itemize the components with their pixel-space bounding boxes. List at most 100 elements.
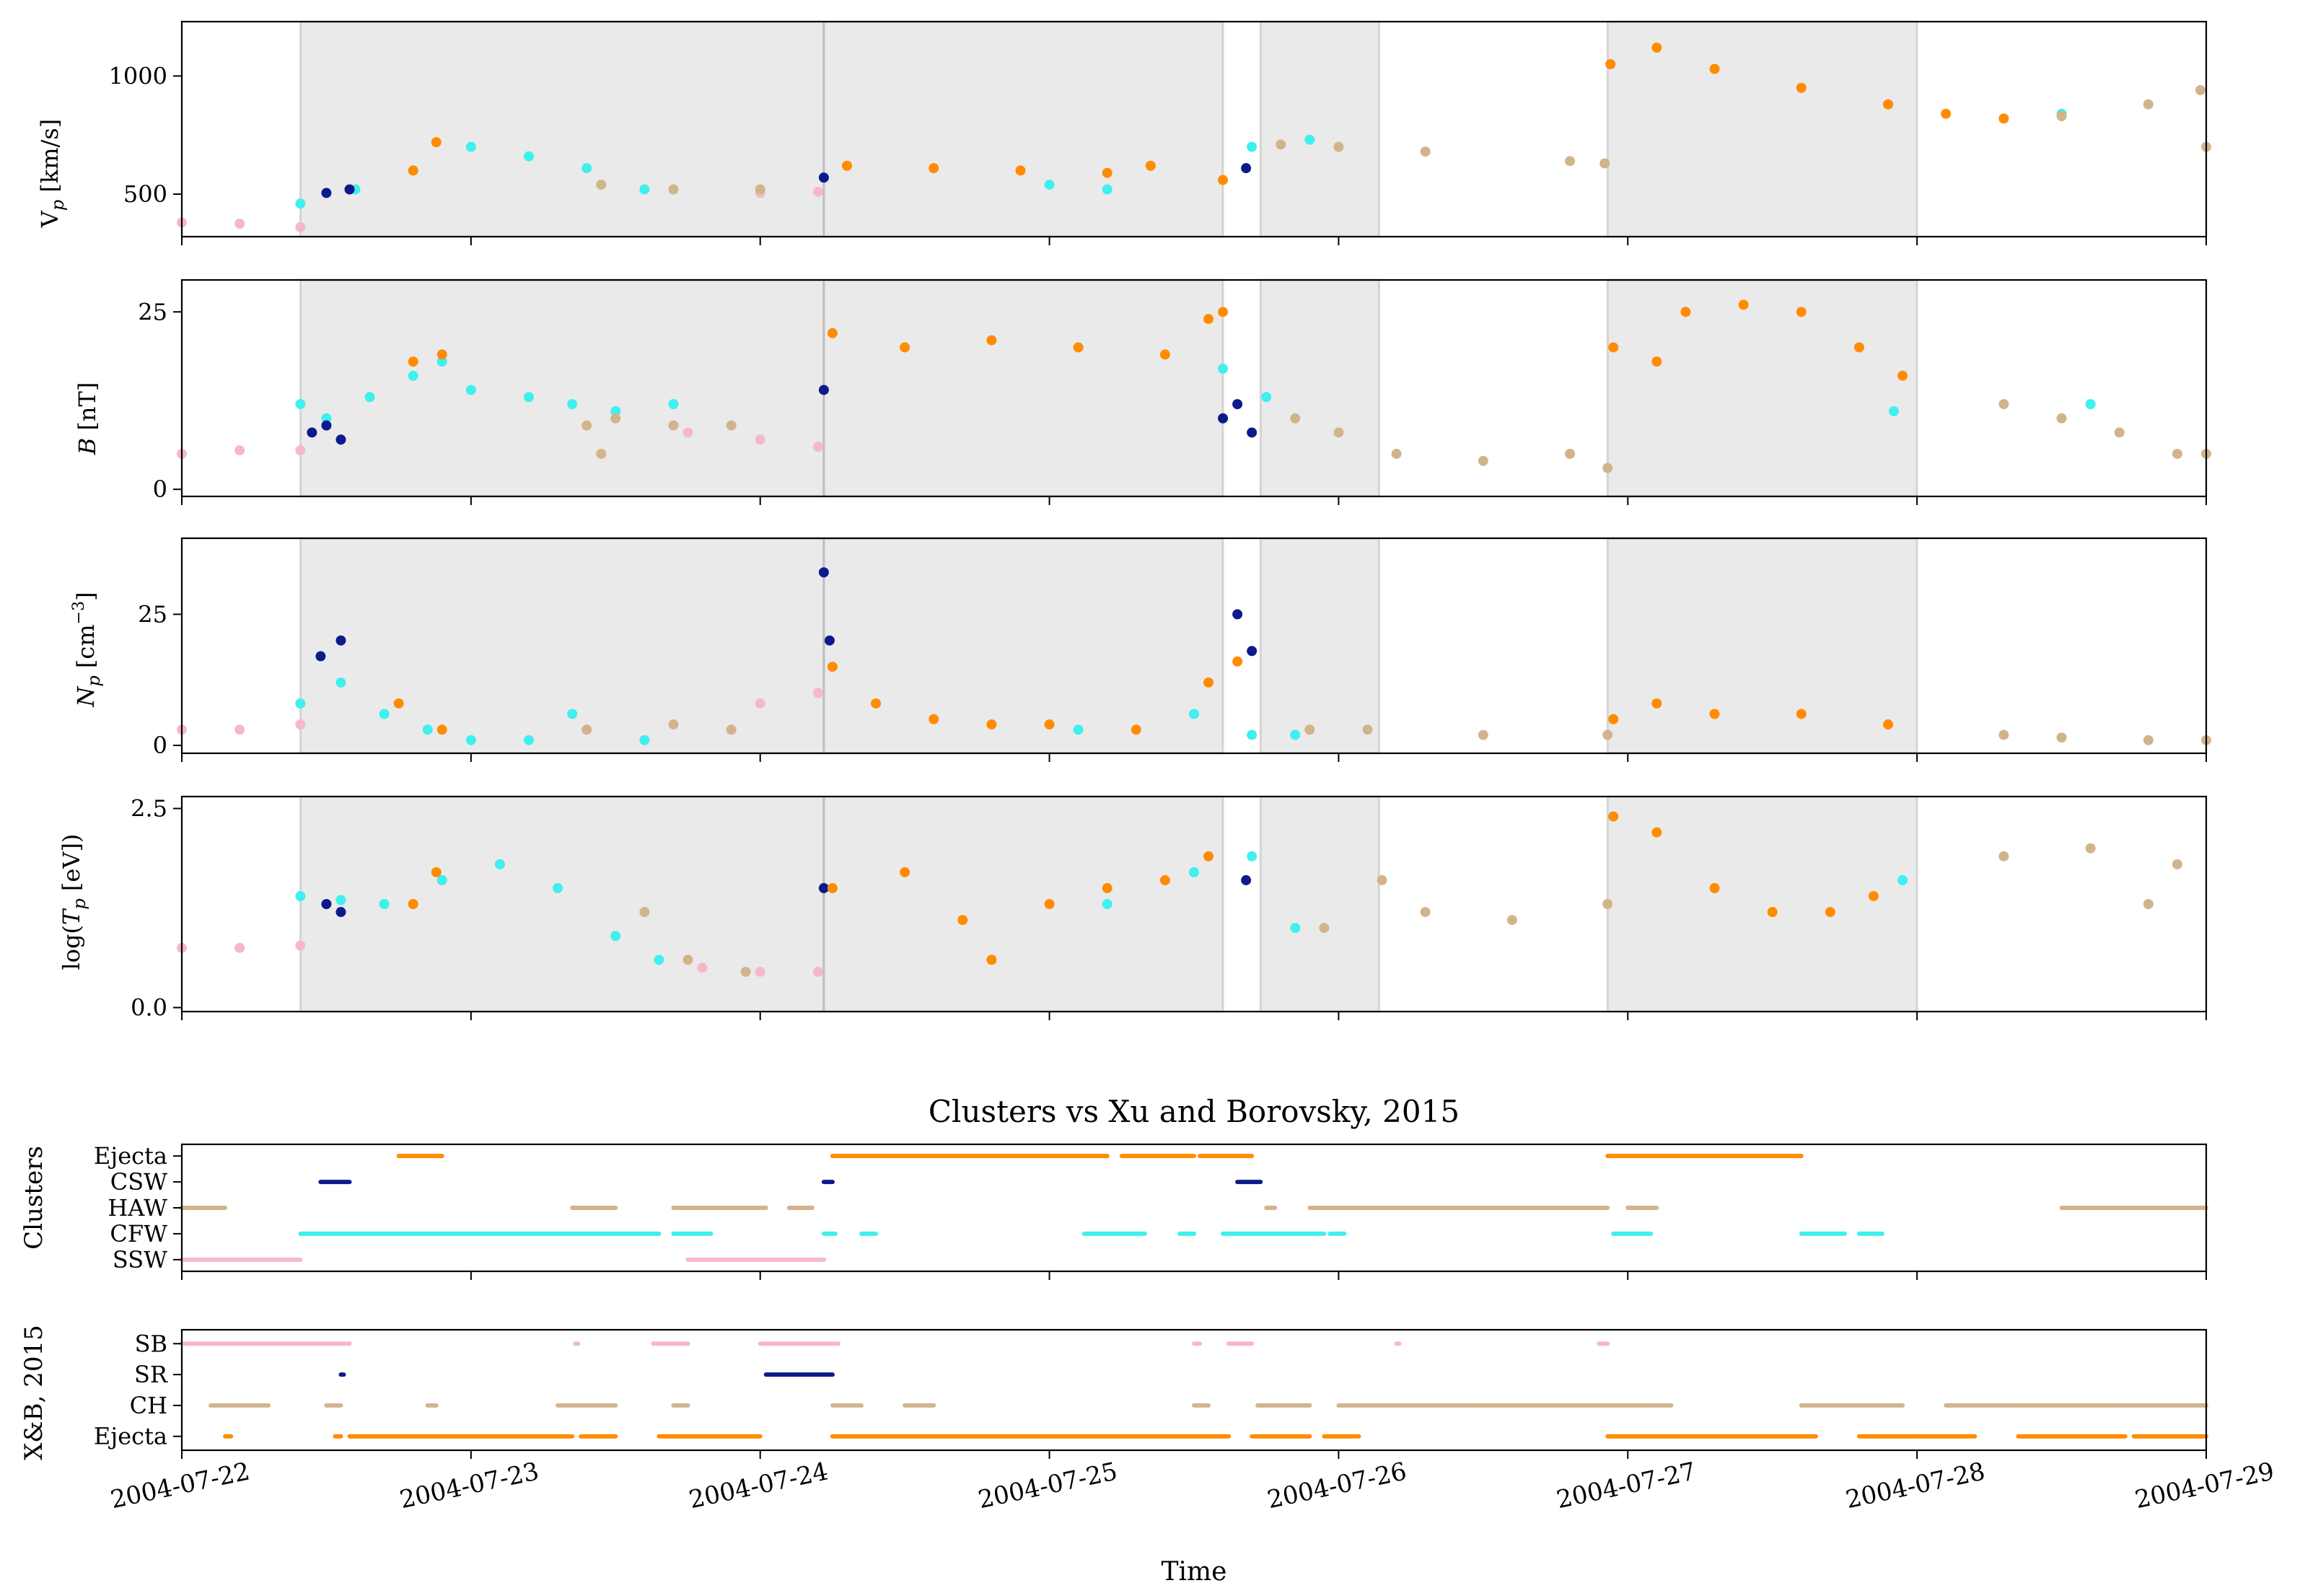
point-ssw [755, 698, 765, 709]
point-csw [335, 434, 346, 445]
point-cfw [1044, 179, 1055, 190]
point-ejecta [1651, 698, 1662, 709]
ytick-label: 500 [123, 180, 167, 208]
point-cfw [295, 890, 306, 901]
point-ejecta [1159, 349, 1170, 360]
point-ejecta [1232, 656, 1243, 667]
ytick-label: 0 [153, 475, 167, 503]
point-haw [2143, 899, 2154, 909]
point-ejecta [1709, 882, 1720, 893]
point-cfw [1261, 392, 1272, 403]
point-haw [2143, 99, 2154, 110]
point-cfw [1247, 851, 1257, 861]
axes-frame [180, 795, 2208, 1013]
point-ejecta [436, 724, 447, 735]
point-cfw [379, 899, 390, 909]
point-ssw [295, 445, 306, 456]
point-haw [581, 724, 592, 735]
point-haw [596, 448, 607, 459]
clusters-title: Clusters vs Xu and Borovsky, 2015 [929, 1094, 1460, 1129]
point-cfw [567, 399, 578, 410]
point-ssw [234, 724, 245, 735]
xtick-label: 2004-07-28 [1843, 1457, 1988, 1514]
point-haw [596, 179, 607, 190]
point-ejecta [1608, 342, 1619, 353]
point-ejecta [871, 698, 882, 709]
point-cfw [567, 709, 578, 719]
point-ejecta [1203, 677, 1214, 688]
point-ejecta [986, 719, 997, 730]
point-cfw [610, 931, 621, 942]
point-haw [1333, 427, 1344, 438]
point-ejecta [393, 698, 404, 709]
point-haw [1377, 874, 1387, 885]
point-cfw [335, 677, 346, 688]
point-ejecta [1738, 299, 1749, 310]
point-haw [1998, 729, 2009, 740]
point-haw [1478, 729, 1488, 740]
point-csw [818, 882, 829, 893]
point-cfw [1189, 709, 1199, 719]
panel-np-ylabel: Np [cm−3] [70, 592, 104, 707]
point-csw [818, 172, 829, 183]
point-cfw [668, 399, 679, 410]
point-haw [2172, 448, 2182, 459]
point-ssw [755, 434, 765, 445]
category-label: CFW [110, 1220, 167, 1248]
point-ejecta [900, 342, 910, 353]
point-cfw [295, 399, 306, 410]
point-haw [1565, 448, 1576, 459]
point-ejecta [408, 356, 418, 367]
point-csw [321, 188, 332, 198]
shaded-interval [299, 20, 825, 238]
point-csw [315, 651, 326, 662]
point-haw [1565, 156, 1576, 167]
point-ssw [755, 966, 765, 977]
point-cfw [364, 392, 375, 403]
point-cfw [1189, 867, 1199, 877]
xtick-label: 2004-07-27 [1554, 1457, 1698, 1514]
labels: Vp [km/s] B [nT] Np [cm−3] log(Tp [eV]) … [19, 119, 1460, 1587]
point-cfw [639, 735, 650, 745]
point-haw [1478, 455, 1488, 466]
axes-frame [180, 1143, 2208, 1273]
point-cfw [610, 405, 621, 416]
point-cfw [1073, 724, 1084, 735]
axes-frame [180, 20, 2208, 238]
point-csw [335, 635, 346, 646]
point-ejecta [900, 867, 910, 877]
point-cfw [1218, 363, 1229, 374]
point-csw [321, 420, 332, 431]
point-cfw [436, 356, 447, 367]
point-ejecta [1608, 714, 1619, 724]
point-csw [335, 907, 346, 918]
point-cfw [553, 882, 563, 893]
point-ejecta [827, 882, 838, 893]
point-cfw [654, 955, 664, 965]
point-ejecta [1651, 43, 1662, 53]
shaded-interval [1259, 20, 1381, 238]
point-csw [1241, 163, 1252, 174]
point-haw [1506, 915, 1517, 926]
xtick-label: 2004-07-25 [975, 1457, 1120, 1514]
shaded-interval [1606, 279, 1918, 498]
xb-ylabel: X&B, 2015 [19, 1325, 48, 1460]
point-ejecta [986, 955, 997, 965]
point-haw [2056, 110, 2067, 121]
point-ejecta [1998, 113, 2009, 124]
point-ejecta [1709, 709, 1720, 719]
x-axis-label: Time [1162, 1557, 1227, 1587]
panel-vp-ylabel: Vp [km/s] [36, 119, 68, 229]
xtick-label: 2004-07-24 [686, 1457, 830, 1514]
point-csw [344, 184, 355, 195]
x-axis: 2004-07-22 2004-07-23 2004-07-24 2004-07-25… [108, 1457, 2277, 1514]
point-cfw [295, 198, 306, 209]
point-cfw [1290, 923, 1301, 934]
panel-tp-ylabel: log(Tp [eV]) [58, 834, 89, 970]
panel-b: 0 25 [138, 279, 2211, 505]
point-cfw [639, 184, 650, 195]
point-ejecta [1869, 890, 1879, 901]
point-ejecta [1203, 851, 1214, 861]
panel-xb: Ejecta CH SR SB [94, 1328, 2208, 1459]
point-cfw [581, 163, 592, 174]
